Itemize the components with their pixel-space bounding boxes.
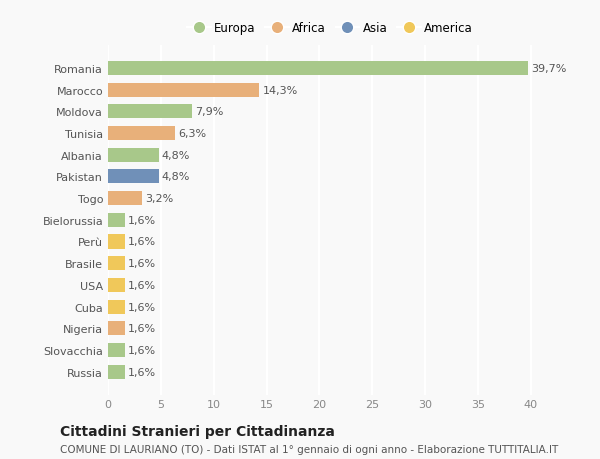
Bar (108, 321, 125, 336)
Text: 14,3%: 14,3% (262, 85, 298, 95)
Text: 4,8%: 4,8% (162, 151, 190, 160)
Bar (108, 170, 159, 184)
Text: 7,9%: 7,9% (194, 107, 223, 117)
Text: 1,6%: 1,6% (128, 324, 156, 334)
Text: 1,6%: 1,6% (128, 215, 156, 225)
Bar (108, 84, 259, 97)
Text: 39,7%: 39,7% (531, 64, 566, 74)
Text: COMUNE DI LAURIANO (TO) - Dati ISTAT al 1° gennaio di ogni anno - Elaborazione T: COMUNE DI LAURIANO (TO) - Dati ISTAT al … (60, 444, 558, 454)
Bar (108, 62, 527, 76)
Text: Cittadini Stranieri per Cittadinanza: Cittadini Stranieri per Cittadinanza (60, 425, 335, 438)
Bar (108, 148, 159, 162)
Bar (108, 105, 191, 119)
Bar (108, 235, 125, 249)
Text: 6,3%: 6,3% (178, 129, 206, 139)
Text: 1,6%: 1,6% (128, 258, 156, 269)
Bar (108, 257, 125, 271)
Text: 1,6%: 1,6% (128, 302, 156, 312)
Bar (108, 278, 125, 292)
Bar (108, 192, 142, 206)
Bar (108, 343, 125, 357)
Text: 1,6%: 1,6% (128, 367, 156, 377)
Bar (108, 213, 125, 227)
Bar (108, 365, 125, 379)
Bar (108, 127, 175, 141)
Text: 3,2%: 3,2% (145, 194, 173, 204)
Legend: Europa, Africa, Asia, America: Europa, Africa, Asia, America (182, 17, 478, 39)
Bar (108, 300, 125, 314)
Text: 1,6%: 1,6% (128, 237, 156, 247)
Text: 1,6%: 1,6% (128, 280, 156, 290)
Text: 1,6%: 1,6% (128, 345, 156, 355)
Text: 4,8%: 4,8% (162, 172, 190, 182)
